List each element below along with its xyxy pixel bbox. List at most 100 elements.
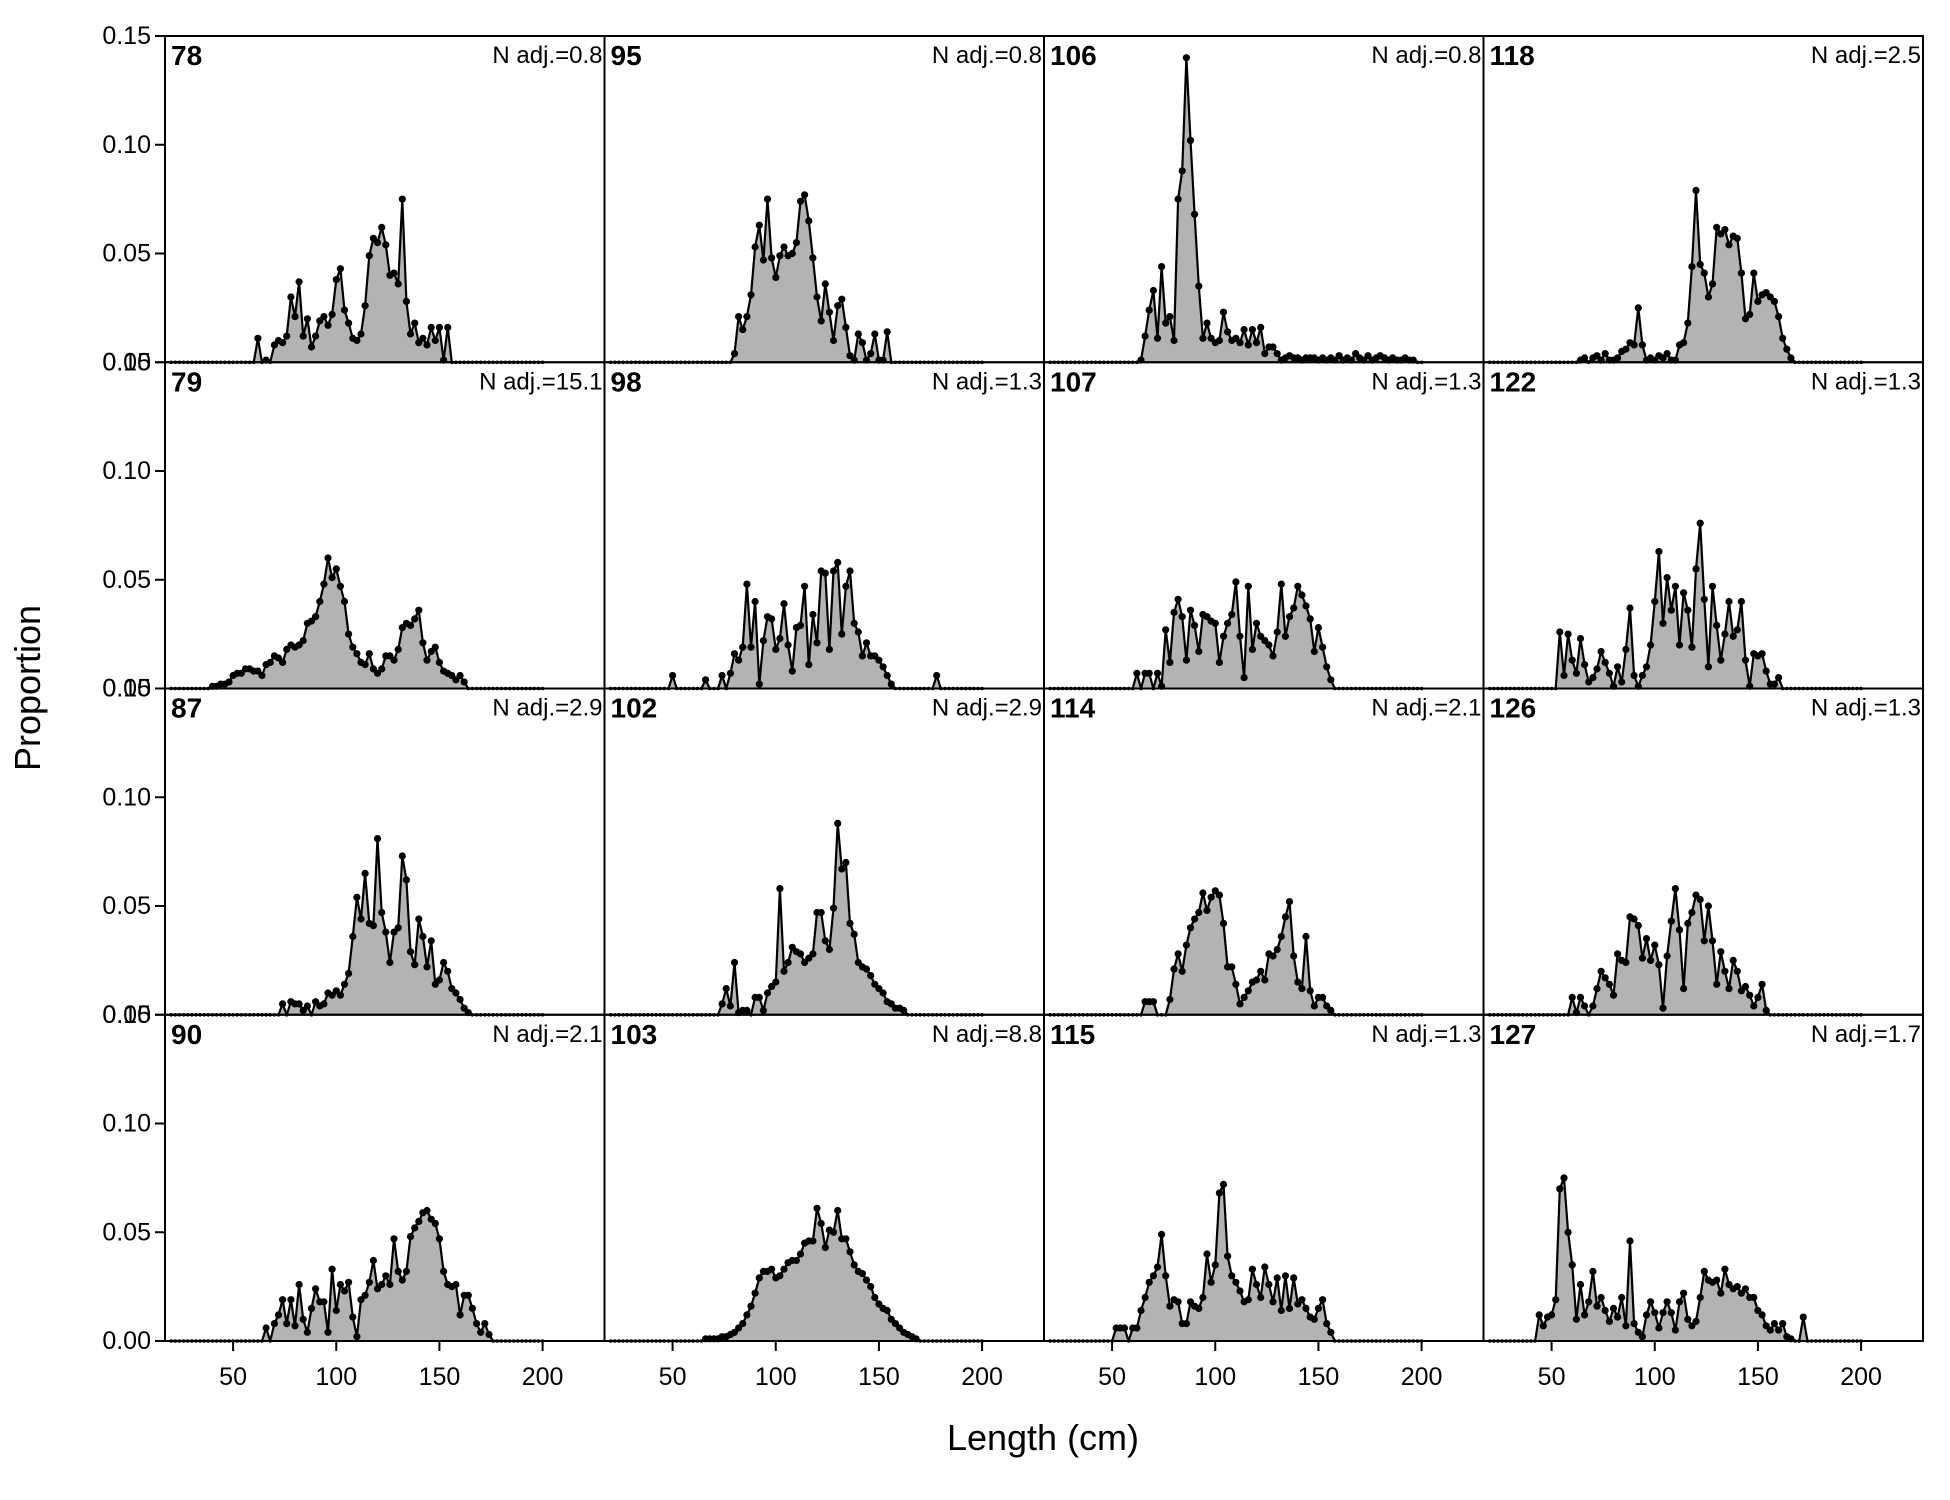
data-point	[1199, 1293, 1207, 1302]
panel-frame	[164, 361, 606, 690]
data-point	[336, 582, 344, 590]
panel-90: 90 N adj.=2.1 0.00 0.05 0.10 0.15 50 100 150 200	[102, 1001, 606, 1391]
data-point	[266, 658, 274, 667]
data-point	[1680, 339, 1688, 347]
data-point	[473, 1320, 481, 1328]
data-point	[353, 893, 361, 901]
data-point	[1642, 663, 1651, 671]
data-point	[1548, 1311, 1556, 1319]
panel-n-adj: N adj.=2.1	[1371, 695, 1481, 722]
data-point	[1224, 328, 1232, 336]
data-point	[349, 643, 357, 651]
data-point	[1700, 937, 1708, 945]
data-point	[1228, 610, 1236, 619]
data-point	[1170, 608, 1178, 617]
panel-n-adj: N adj.=2.5	[1811, 42, 1921, 69]
data-point	[1572, 1315, 1580, 1323]
panel-label: 90	[171, 1019, 202, 1050]
data-point	[1162, 626, 1170, 634]
data-point	[320, 1000, 328, 1008]
data-point	[702, 676, 710, 684]
data-point	[1327, 676, 1335, 684]
data-point	[1310, 647, 1318, 656]
data-point	[726, 1002, 735, 1010]
data-point	[726, 669, 735, 677]
data-point	[1277, 932, 1285, 941]
data-point	[1576, 634, 1585, 643]
panel-label: 126	[1490, 693, 1537, 724]
data-point	[1593, 1302, 1601, 1310]
data-point	[1638, 671, 1646, 680]
data-point	[411, 1224, 419, 1232]
data-point	[1273, 1274, 1281, 1282]
data-point	[1153, 334, 1162, 342]
data-point	[1663, 952, 1671, 960]
data-point	[1281, 632, 1289, 640]
data-point	[419, 639, 427, 647]
y-tick-label: 0.00	[102, 1001, 151, 1029]
data-point	[411, 961, 419, 969]
data-point	[369, 1256, 377, 1265]
y-tick-label: 0.00	[102, 348, 151, 376]
data-point	[1704, 902, 1712, 910]
data-point	[1153, 1263, 1162, 1271]
data-point	[423, 341, 431, 349]
data-point	[1647, 1298, 1655, 1306]
data-point	[1232, 1278, 1240, 1286]
data-point	[336, 991, 344, 999]
data-point	[875, 656, 883, 664]
data-point	[283, 1320, 291, 1328]
y-tick-label: 0.10	[102, 783, 151, 811]
panel-n-adj: N adj.=1.7	[1811, 1021, 1921, 1048]
data-point	[406, 948, 415, 956]
panel-frame	[1043, 35, 1485, 364]
panel-label: 122	[1490, 366, 1537, 397]
data-point	[1199, 889, 1207, 897]
data-point	[1302, 602, 1310, 610]
data-point	[871, 1293, 879, 1302]
data-point	[1675, 926, 1684, 934]
data-point	[1762, 1006, 1770, 1015]
data-point	[1257, 323, 1265, 331]
y-tick-label: 0.05	[102, 240, 151, 268]
data-point	[1696, 260, 1704, 268]
data-point	[759, 637, 768, 645]
data-point	[303, 315, 311, 323]
data-point	[817, 908, 825, 917]
panel-label: 102	[611, 693, 658, 724]
data-point	[1195, 908, 1203, 917]
data-point	[817, 1219, 825, 1228]
data-point	[858, 1270, 867, 1278]
data-point	[1622, 645, 1630, 654]
data-point	[1302, 932, 1310, 941]
data-point	[1298, 591, 1306, 599]
data-point	[1680, 1289, 1688, 1297]
data-point	[1195, 647, 1203, 656]
data-point	[1149, 286, 1157, 295]
data-point	[747, 643, 755, 651]
distribution-area	[171, 1210, 543, 1341]
data-point	[299, 1315, 307, 1323]
data-point	[784, 958, 792, 967]
data-point	[464, 1291, 472, 1299]
data-point	[1228, 963, 1236, 971]
panel-103: 103 N adj.=8.8 50 100 150 200	[603, 1013, 1045, 1391]
data-point	[1195, 282, 1203, 290]
panel-126: 126 N adj.=1.3	[1482, 687, 1924, 1017]
data-point	[394, 645, 402, 654]
data-point	[1746, 310, 1754, 318]
data-point	[481, 1320, 489, 1328]
data-point	[1721, 630, 1729, 638]
data-point	[328, 1265, 336, 1273]
data-point	[1323, 1320, 1331, 1328]
data-point	[1224, 619, 1232, 627]
data-point	[402, 876, 410, 884]
data-point	[1667, 1309, 1675, 1317]
data-point	[1215, 1189, 1223, 1197]
data-point	[1290, 1274, 1298, 1282]
x-axis-title: Length (cm)	[947, 1417, 1139, 1458]
data-point	[353, 336, 361, 345]
data-point	[1240, 674, 1248, 682]
data-point	[299, 637, 307, 645]
panel-106: 106 N adj.=0.8	[1043, 35, 1485, 365]
